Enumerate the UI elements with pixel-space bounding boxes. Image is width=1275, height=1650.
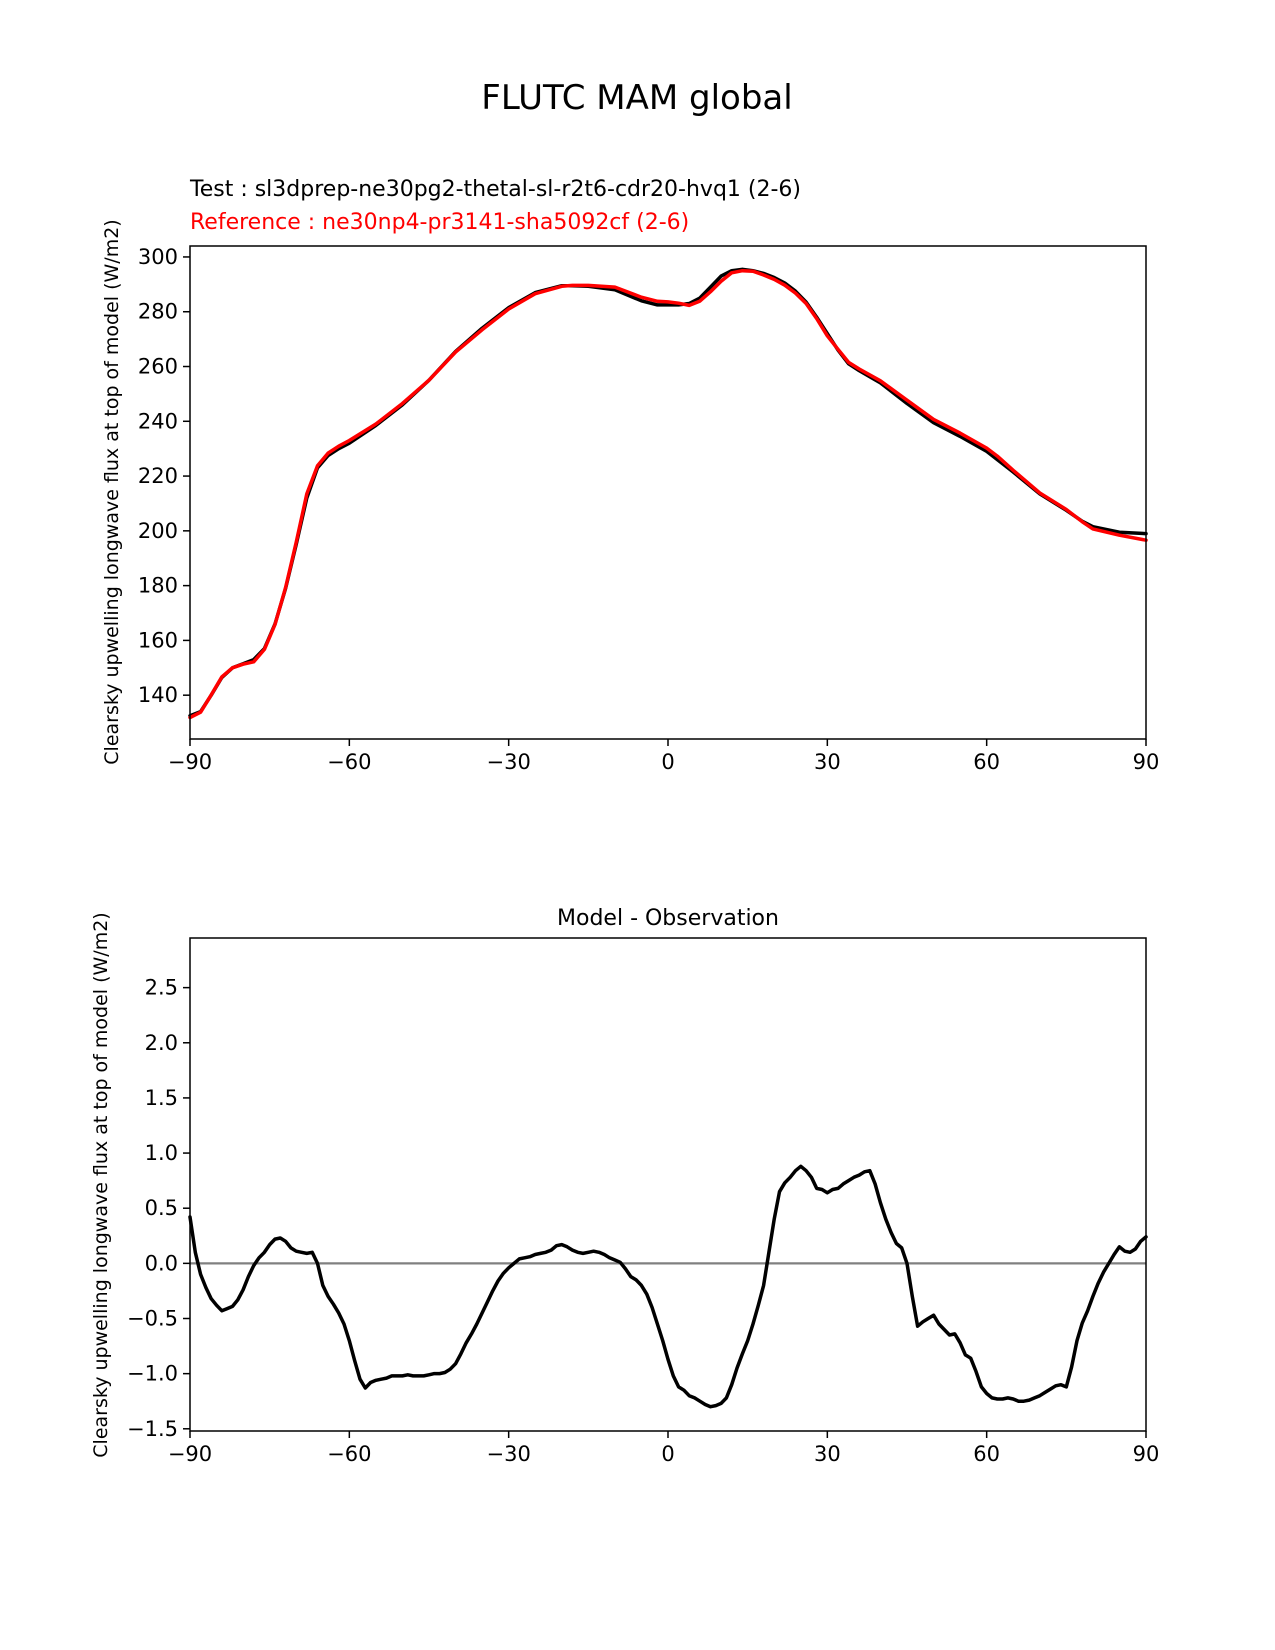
x-tick-label: 30	[814, 750, 841, 774]
y-tick-label: 0.0	[145, 1251, 178, 1275]
model-minus-observation-line	[188, 1164, 1148, 1409]
legend-test-label: Test : sl3dprep-ne30pg2-thetal-sl-r2t6-c…	[189, 177, 801, 202]
top-plot-frame	[189, 245, 1147, 740]
y-tick-label: 200	[138, 519, 178, 543]
x-tick-label: 60	[973, 1442, 1000, 1466]
y-tick-label: 300	[138, 245, 178, 269]
y-tick-label: −0.5	[127, 1307, 178, 1331]
y-tick-label: 160	[138, 628, 178, 652]
bottom-panel: Model - Observation Clearsky upwelling l…	[90, 906, 1159, 1466]
reference-series-line	[188, 268, 1148, 720]
y-tick-label: 1.0	[145, 1141, 178, 1165]
bottom-panel-title: Model - Observation	[557, 906, 779, 931]
top-panel: Test : sl3dprep-ne30pg2-thetal-sl-r2t6-c…	[101, 177, 1159, 774]
y-tick-label: 140	[138, 683, 178, 707]
x-tick-label: −30	[487, 750, 531, 774]
y-tick-label: 2.5	[145, 976, 178, 1000]
x-tick-label: −30	[487, 1442, 531, 1466]
top-axis-ticks: −90 −60 −30 0 30 60 90 140 160 180 200 220 240 260 280…	[138, 245, 1159, 774]
y-tick-label: 2.0	[145, 1031, 178, 1055]
bottom-plot-lines	[188, 1164, 1148, 1409]
x-tick-label: −90	[168, 1442, 212, 1466]
y-tick-label: 260	[138, 355, 178, 379]
bottom-y-axis-label: Clearsky upwelling longwave flux at top …	[90, 912, 112, 1457]
x-tick-label: 0	[661, 750, 674, 774]
y-tick-label: 0.5	[145, 1196, 178, 1220]
x-tick-label: 90	[1133, 750, 1160, 774]
bottom-plot-frame	[189, 937, 1147, 1432]
y-tick-label: −1.0	[127, 1362, 178, 1386]
x-tick-label: −60	[327, 1442, 371, 1466]
y-tick-label: 180	[138, 574, 178, 598]
y-tick-label: 1.5	[145, 1086, 178, 1110]
y-tick-label: 220	[138, 464, 178, 488]
x-tick-label: 60	[973, 750, 1000, 774]
top-y-axis-label: Clearsky upwelling longwave flux at top …	[101, 219, 123, 764]
x-tick-label: −60	[327, 750, 371, 774]
y-tick-label: 240	[138, 409, 178, 433]
x-tick-label: −90	[168, 750, 212, 774]
x-tick-label: 0	[661, 1442, 674, 1466]
y-tick-label: 280	[138, 300, 178, 324]
y-tick-label: −1.5	[127, 1417, 178, 1441]
test-series-line	[188, 267, 1148, 718]
figure-title: FLUTC MAM global	[481, 78, 792, 118]
top-plot-lines	[188, 267, 1148, 720]
legend-reference-label: Reference : ne30np4-pr3141-sha5092cf (2-…	[190, 210, 689, 235]
bottom-axis-ticks: −90 −60 −30 0 30 60 90 −1.5 −1.0 −0.5 0.0 0.5 1.0 1.5…	[127, 976, 1159, 1466]
x-tick-label: 30	[814, 1442, 841, 1466]
x-tick-label: 90	[1133, 1442, 1160, 1466]
